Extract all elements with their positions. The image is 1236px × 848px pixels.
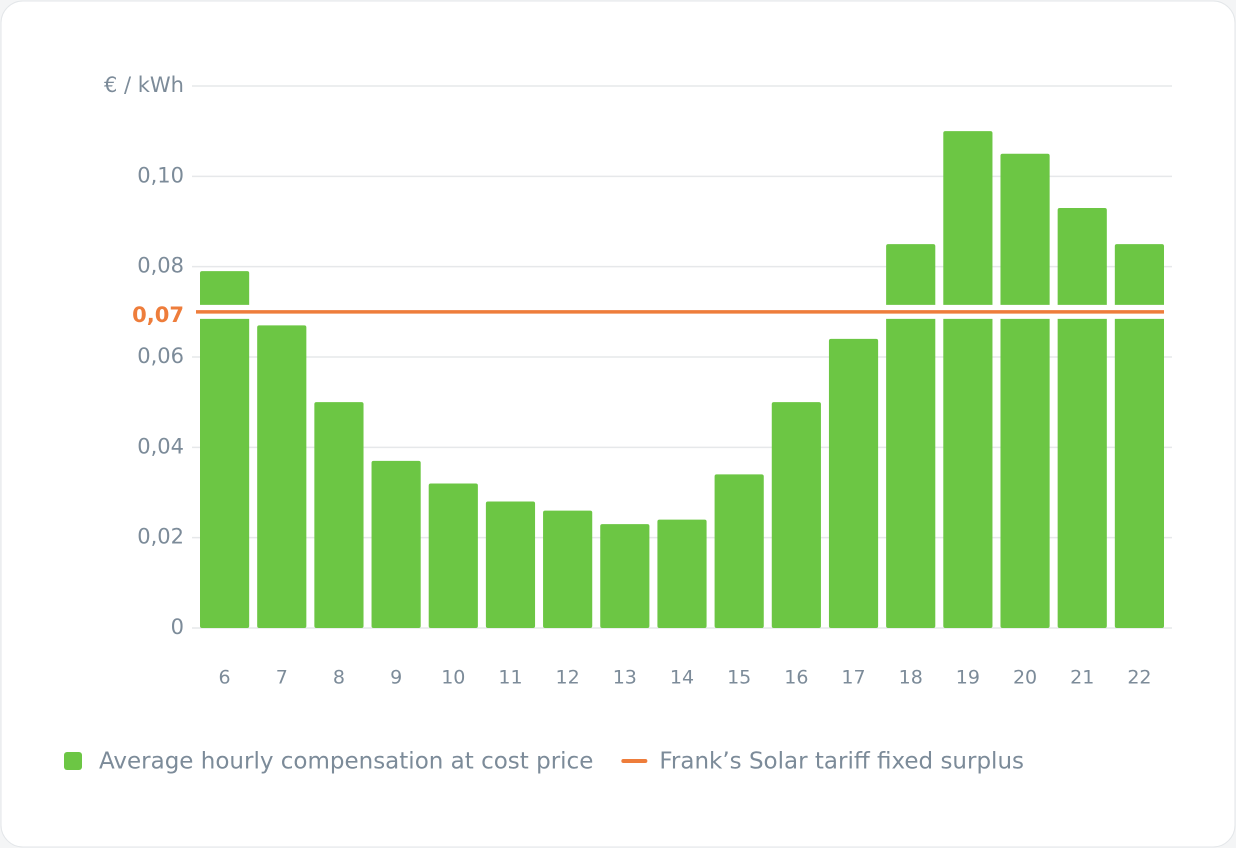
reference-label: 0,07 [132, 303, 184, 327]
bar [828, 338, 879, 628]
x-tick-label: 21 [1070, 667, 1094, 689]
bar [314, 402, 364, 628]
bar [1114, 244, 1164, 629]
bar [1000, 153, 1050, 628]
y-tick-label: 0 [171, 615, 184, 639]
y-tick-label: 0,04 [137, 434, 184, 458]
x-tick-label: 15 [727, 667, 751, 689]
bar [657, 519, 707, 628]
bar [543, 510, 593, 628]
legend-label: Frank’s Solar tariff fixed surplus [659, 749, 1024, 775]
x-tick-label: 22 [1127, 667, 1151, 689]
bar [886, 244, 936, 629]
x-tick-label: 18 [899, 667, 923, 689]
bar [371, 460, 421, 628]
x-tick-label: 6 [219, 667, 231, 689]
bar [485, 501, 536, 628]
bar [1057, 207, 1107, 628]
bar [600, 524, 650, 628]
bar [257, 325, 307, 628]
bar [428, 483, 478, 628]
bar [714, 474, 764, 628]
x-tick-label: 8 [333, 667, 345, 689]
y-tick-label: 0,08 [137, 254, 184, 278]
legend-swatch [64, 752, 82, 770]
x-tick-label: 20 [1013, 667, 1037, 689]
x-tick-label: 13 [613, 667, 637, 689]
y-tick-label: € / kWh [104, 73, 184, 97]
x-tick-label: 19 [956, 667, 980, 689]
x-tick-label: 10 [441, 667, 465, 689]
x-tick-label: 7 [276, 667, 288, 689]
bar [943, 131, 993, 628]
x-tick-label: 16 [784, 667, 808, 689]
x-tick-label: 9 [390, 667, 402, 689]
x-tick-label: 17 [841, 667, 865, 689]
bar [771, 402, 821, 628]
y-tick-label: 0,10 [137, 163, 184, 187]
legend-label: Average hourly compensation at cost pric… [99, 749, 593, 775]
x-tick-label: 14 [670, 667, 694, 689]
x-tick-label: 11 [498, 667, 522, 689]
y-tick-label: 0,06 [137, 344, 184, 368]
x-tick-label: 12 [556, 667, 580, 689]
y-tick-label: 0,02 [137, 525, 184, 549]
bar [200, 271, 250, 628]
